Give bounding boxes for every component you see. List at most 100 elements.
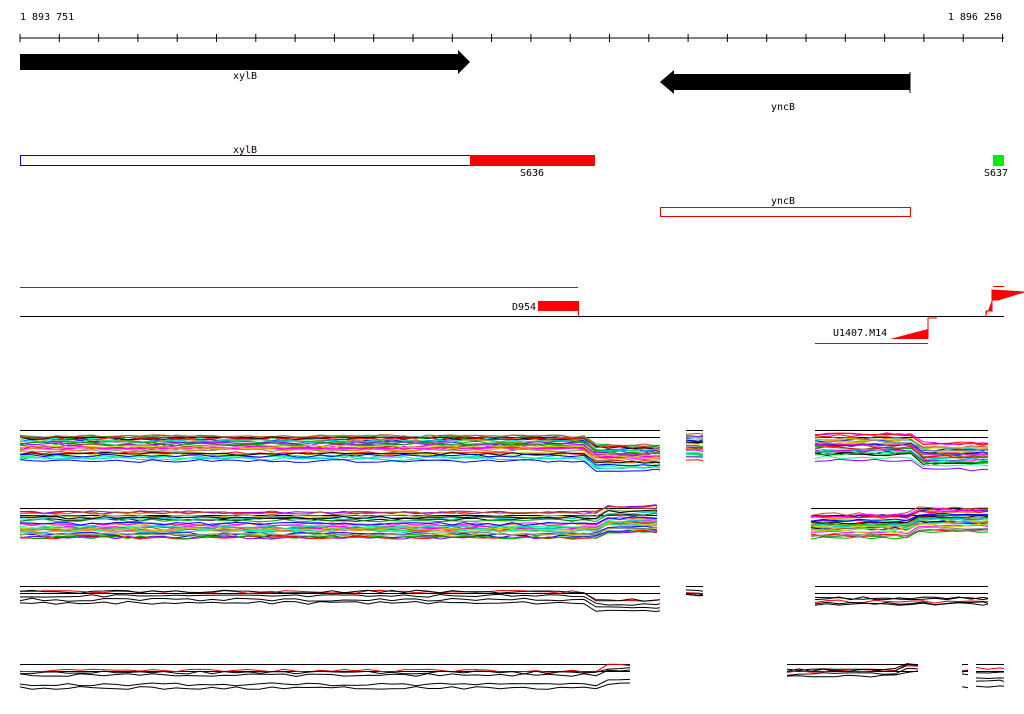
probe-label: U1407.M14 — [833, 328, 887, 339]
profile-line — [815, 442, 989, 454]
feature-label: yncB — [771, 196, 795, 207]
profile-line — [961, 686, 969, 689]
profile-line — [19, 438, 661, 452]
profile-line — [810, 514, 989, 525]
profile-line — [19, 678, 631, 687]
profile-line — [814, 596, 989, 601]
profile-line — [786, 663, 919, 671]
profile-line — [19, 663, 631, 673]
feature-box — [20, 155, 471, 166]
profile-line — [19, 530, 658, 540]
profile-line — [961, 670, 969, 672]
profile-line — [19, 444, 661, 458]
profile-line — [685, 432, 704, 435]
expression-tracks — [19, 430, 1005, 690]
probe-tick — [927, 316, 937, 339]
profile-line — [685, 441, 704, 444]
profile-line — [811, 523, 989, 534]
profile-line — [685, 592, 704, 595]
feature-label: S636 — [520, 168, 544, 179]
feature-label: S637 — [984, 168, 1008, 179]
gene-track: xylB yncB — [20, 50, 911, 113]
profile-line — [975, 685, 1005, 688]
probe-track: D954 U1407.M14 — [20, 286, 1024, 344]
profile-line — [685, 436, 704, 439]
profile-line — [19, 526, 658, 536]
probe-wedge — [985, 289, 1024, 316]
gene-label: yncB — [771, 102, 795, 113]
profile-line — [685, 455, 704, 458]
profile-line — [814, 455, 989, 467]
profile-line — [685, 593, 704, 597]
profile-line — [20, 455, 661, 469]
profile-line — [814, 437, 989, 450]
ruler-start: 1 893 751 — [20, 12, 74, 23]
profile-line — [19, 520, 658, 531]
profile-line — [786, 670, 919, 678]
profile-line — [19, 451, 661, 464]
gene-arrow — [660, 70, 910, 94]
ruler-end: 1 896 250 — [948, 12, 1002, 23]
feature-box — [470, 155, 595, 166]
profile-line — [19, 504, 658, 515]
profile-line — [814, 432, 989, 445]
gene-arrow — [20, 50, 470, 74]
profile-line — [19, 511, 657, 521]
profile-line — [814, 442, 989, 455]
profile-line — [685, 589, 704, 592]
profile-line — [19, 508, 658, 519]
profile-line — [19, 447, 661, 460]
feature-label: xylB — [233, 145, 257, 156]
profile-line — [685, 459, 704, 461]
profile-line — [20, 667, 631, 675]
profile-line — [685, 435, 704, 438]
probe-label: D954 — [512, 302, 536, 313]
feature-track: xylB S636 S637 yncB — [20, 145, 1008, 217]
profile-line — [810, 517, 989, 527]
profile-line — [814, 599, 989, 604]
profile-line — [685, 449, 704, 453]
profile-line — [814, 601, 989, 606]
profile-line — [19, 589, 661, 602]
profile-line — [810, 507, 989, 518]
ruler: 1 893 751 1 896 250 — [19, 12, 1004, 42]
feature-box — [660, 207, 911, 217]
profile-line — [810, 520, 989, 531]
profile-line — [19, 459, 661, 472]
profile-line — [961, 673, 969, 676]
profile-line — [814, 602, 989, 606]
profile-line — [786, 663, 919, 673]
profile-line — [19, 453, 661, 467]
profile-line — [19, 448, 661, 461]
profile-line — [810, 528, 989, 538]
profile-line — [19, 593, 661, 606]
probe-wedge — [890, 329, 928, 339]
profile-line — [19, 669, 631, 678]
profile-line — [975, 679, 1005, 682]
profile-line — [19, 516, 658, 527]
profile-line — [19, 600, 661, 613]
profile-line — [814, 439, 989, 452]
profile-line — [19, 506, 658, 516]
profile-line — [975, 671, 1005, 674]
profile-line — [814, 445, 989, 459]
probe-box — [538, 301, 578, 311]
profile-line — [975, 677, 1005, 680]
profile-line — [685, 439, 704, 442]
profile-line — [686, 455, 704, 458]
feature-box — [993, 155, 1004, 166]
profile-line — [810, 530, 989, 540]
profile-line — [19, 597, 661, 609]
profile-line — [19, 441, 661, 455]
profile-line — [19, 516, 658, 526]
profile-line — [19, 509, 658, 520]
profile-line — [685, 445, 704, 448]
profile-line — [19, 436, 661, 449]
profile-line — [19, 434, 661, 447]
profile-line — [814, 458, 989, 472]
profile-line — [975, 667, 1005, 670]
profile-line — [814, 452, 989, 465]
profile-line — [786, 667, 919, 676]
profile-line — [19, 445, 661, 457]
